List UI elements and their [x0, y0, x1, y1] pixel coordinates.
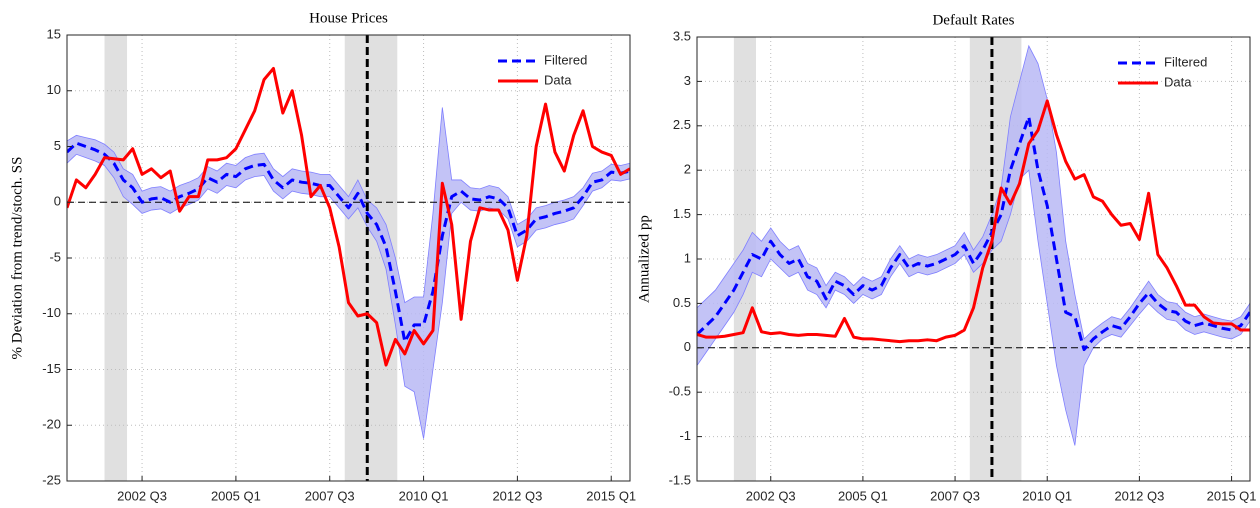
y-tick-label: 0	[54, 194, 61, 209]
axes: House Prices % Deviation from trend/stoch…	[9, 10, 636, 503]
legend-label: Data	[544, 72, 572, 87]
y-tick-label: 3.5	[673, 28, 691, 43]
x-tick-label: 2012 Q3	[1114, 488, 1164, 503]
y-tick-label: 2.5	[673, 117, 691, 132]
legend: Filtered Data	[1118, 54, 1207, 89]
x-tick-label: 2007 Q3	[930, 488, 980, 503]
series-line	[697, 115, 1250, 352]
y-tick-label: -25	[42, 472, 61, 487]
y-tick-label: -1.5	[669, 472, 691, 487]
x-tick-label: 2002 Q3	[117, 488, 167, 503]
x-tick-label: 2007 Q3	[305, 488, 355, 503]
y-tick-label: -15	[42, 361, 61, 376]
confidence-band	[67, 107, 630, 439]
band-edge	[697, 44, 1250, 340]
y-tick-label: 1.5	[673, 206, 691, 221]
x-tick-label: 2005 Q1	[838, 488, 888, 503]
y-tick-label: -5	[49, 249, 61, 264]
y-tick-label: -20	[42, 417, 61, 432]
series-line	[697, 99, 1250, 344]
y-tick-label: -0.5	[669, 384, 691, 399]
y-tick-label: 0	[684, 339, 691, 354]
chart-title: Default Rates	[932, 12, 1014, 28]
axes-box	[66, 34, 631, 482]
y-tick-label: 15	[47, 26, 61, 41]
band-edge	[697, 169, 1250, 446]
axes: Default Rates Annualized pp -1.5 -1 -0.5 0 0.5…	[636, 12, 1256, 503]
y-tick-label: 0.5	[673, 295, 691, 310]
x-tick-label: 2015 Q1	[586, 488, 636, 503]
band-edge	[67, 107, 630, 304]
y-tick-label: 10	[47, 82, 61, 97]
x-tick-label: 2015 Q1	[1207, 488, 1257, 503]
plot-area	[697, 37, 1250, 481]
y-tick-label: 5	[54, 138, 61, 153]
x-tick-label: 2005 Q1	[211, 488, 261, 503]
series-line	[67, 66, 630, 367]
axes-box	[696, 36, 1251, 482]
legend: Filtered Data	[498, 52, 587, 87]
y-tick-label: 3	[684, 73, 691, 88]
x-tick-label: 2010 Q1	[1022, 488, 1072, 503]
y-axis-label: % Deviation from trend/stoch. SS	[9, 157, 25, 360]
chart-title: House Prices	[309, 10, 388, 26]
y-tick-label: 1	[684, 250, 691, 265]
y-axis-label: Annualized pp	[636, 215, 652, 303]
y-tick-label: -1	[679, 428, 691, 443]
series-line	[67, 141, 630, 344]
plot-area	[67, 35, 630, 481]
legend-label: Filtered	[1164, 54, 1207, 69]
legend-label: Data	[1164, 74, 1192, 89]
x-tick-label: 2010 Q1	[399, 488, 449, 503]
y-tick-label: 2	[684, 162, 691, 177]
x-tick-label: 2012 Q3	[492, 488, 542, 503]
x-tick-label: 2002 Q3	[746, 488, 796, 503]
legend-label: Filtered	[544, 52, 587, 67]
y-tick-label: -10	[42, 305, 61, 320]
band-edge	[67, 153, 630, 439]
